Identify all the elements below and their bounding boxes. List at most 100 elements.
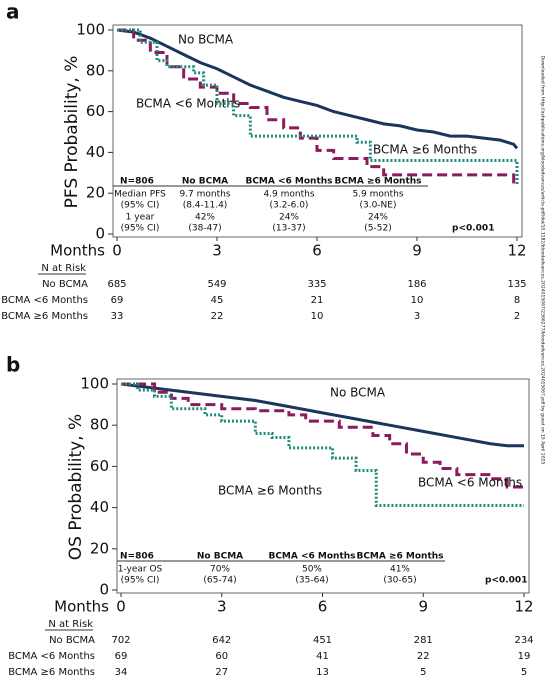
- p-value: p<0.001: [485, 576, 527, 586]
- table-cell: 24%: [279, 213, 299, 223]
- risk-count: 34: [115, 667, 128, 678]
- table-cell: 5.9 months: [352, 190, 403, 200]
- risk-count: 19: [518, 651, 531, 662]
- risk-count: 13: [316, 667, 329, 678]
- y-tick-label: 80: [86, 61, 105, 79]
- risk-count: 186: [407, 279, 426, 290]
- survival-curve: [120, 382, 524, 448]
- risk-count: 27: [215, 667, 228, 678]
- x-tick-label: 9: [412, 242, 422, 260]
- survival-curve: [117, 28, 519, 186]
- table-cell: Median PFS: [114, 190, 166, 200]
- table-cell: 41%: [390, 565, 410, 575]
- x-tick-label: 0: [112, 242, 122, 260]
- risk-count: 135: [507, 279, 526, 290]
- risk-label: BCMA ≥6 Months: [1, 311, 88, 322]
- risk-count: 335: [307, 279, 326, 290]
- table-cell: 42%: [195, 213, 215, 223]
- risk-count: 33: [111, 311, 124, 322]
- risk-count: 2: [514, 311, 520, 322]
- y-axis-label: OS Probability, %: [66, 414, 86, 560]
- risk-count: 685: [107, 279, 126, 290]
- table-header: No BCMA: [182, 177, 228, 187]
- table-cell: (35-64): [295, 576, 328, 586]
- table-cell: (38-47): [188, 224, 221, 234]
- risk-count: 69: [111, 295, 124, 306]
- x-tick-label: 6: [318, 598, 328, 616]
- table-header: BCMA ≥6 Months: [356, 552, 443, 562]
- curve-label: BCMA ≥6 Months: [218, 484, 322, 498]
- risk-count: 10: [311, 311, 324, 322]
- table-cell: 24%: [368, 213, 388, 223]
- table-header: BCMA ≥6 Months: [334, 177, 421, 187]
- y-tick-label: 20: [86, 184, 105, 202]
- x-tick-label: 12: [514, 598, 533, 616]
- survival-curve: [116, 28, 519, 150]
- plot-frame: [112, 24, 523, 238]
- risk-count: 21: [311, 295, 324, 306]
- table-header: N=806: [120, 552, 154, 562]
- y-tick-label: 100: [80, 375, 109, 393]
- table-cell: (3.0-NE): [359, 201, 396, 211]
- table-cell: 50%: [302, 565, 322, 575]
- x-tick-label: 3: [217, 598, 227, 616]
- risk-count: 5: [521, 667, 527, 678]
- table-cell: (95% CI): [121, 201, 160, 211]
- survival-curve: [121, 382, 524, 508]
- x-tick-label: 6: [312, 242, 322, 260]
- risk-count: 5: [420, 667, 426, 678]
- y-tick-label: 40: [86, 143, 105, 161]
- survival-curve: [121, 382, 524, 489]
- risk-count: 22: [417, 651, 430, 662]
- table-header: No BCMA: [197, 552, 243, 562]
- risk-count: 69: [115, 651, 128, 662]
- table-cell: (95% CI): [121, 576, 160, 586]
- x-tick-label: 3: [212, 242, 222, 260]
- y-tick-label: 0: [95, 225, 105, 243]
- table-cell: (30-65): [383, 576, 416, 586]
- curve-label: BCMA ≥6 Months: [373, 143, 477, 157]
- risk-count: 41: [316, 651, 329, 662]
- panel-label: b: [6, 353, 20, 377]
- x-tick-label: 0: [116, 598, 126, 616]
- p-value: p<0.001: [452, 224, 494, 234]
- table-header: N=806: [120, 177, 154, 187]
- risk-count: 642: [212, 635, 231, 646]
- risk-count: 281: [414, 635, 433, 646]
- y-tick-label: 100: [76, 21, 105, 39]
- table-cell: (3.2-6.0): [270, 201, 309, 211]
- risk-count: 8: [514, 295, 520, 306]
- table-cell: (95% CI): [121, 224, 160, 234]
- curve-label: BCMA <6 Months: [418, 476, 522, 490]
- risk-label: BCMA <6 Months: [1, 295, 88, 306]
- table-header: BCMA <6 Months: [268, 552, 355, 562]
- risk-count: 234: [514, 635, 533, 646]
- risk-label: BCMA <6 Months: [8, 651, 95, 662]
- table-cell: 4.9 months: [263, 190, 314, 200]
- risk-count: 60: [215, 651, 228, 662]
- curve-label: No BCMA: [178, 33, 234, 47]
- table-cell: (5-52): [364, 224, 391, 234]
- y-tick-label: 20: [90, 539, 109, 557]
- risk-count: 10: [411, 295, 424, 306]
- table-cell: 9.7 months: [179, 190, 230, 200]
- curve-label: No BCMA: [330, 386, 386, 400]
- risk-count: 45: [211, 295, 224, 306]
- risk-label: No BCMA: [49, 635, 95, 646]
- risk-count: 702: [111, 635, 130, 646]
- risk-count: 22: [211, 311, 224, 322]
- y-tick-label: 80: [90, 416, 109, 434]
- side-note: Downloaded from http://ashpublications.o…: [540, 56, 546, 465]
- y-tick-label: 60: [90, 457, 109, 475]
- risk-count: 3: [414, 311, 420, 322]
- table-cell: 1 year: [126, 213, 155, 223]
- table-cell: 1-year OS: [118, 565, 163, 575]
- risk-title: N at Risk: [41, 263, 86, 274]
- table-cell: (65-74): [203, 576, 236, 586]
- x-axis-label: Months: [54, 598, 109, 616]
- curve-label: BCMA <6 Months: [136, 97, 240, 111]
- table-cell: (13-37): [272, 224, 305, 234]
- x-tick-label: 12: [507, 242, 526, 260]
- x-tick-label: 9: [418, 598, 428, 616]
